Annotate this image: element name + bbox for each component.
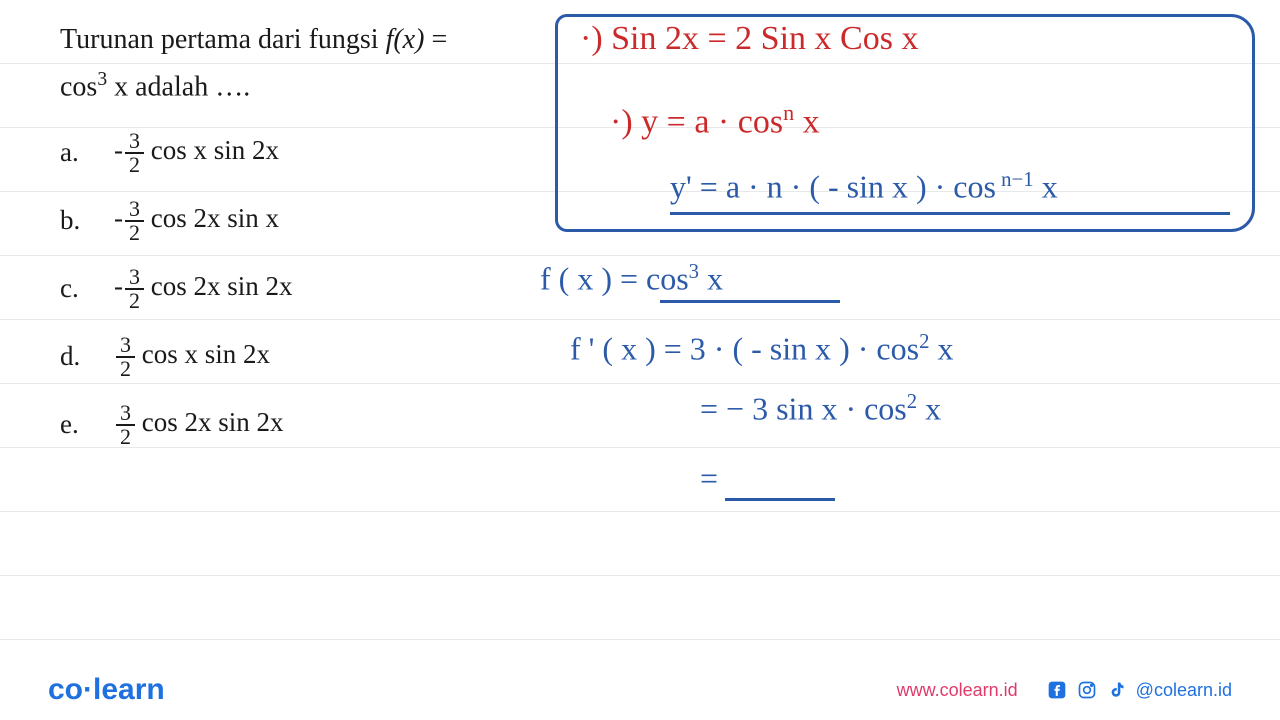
option-letter: b. [60,205,86,236]
option-letter: a. [60,137,86,168]
fx-underline [660,300,840,303]
hw-red-line-2: ·) y = a · cosn x [610,100,820,141]
hw-blue-simplify: = − 3 sin x · cos2 x [700,390,941,428]
option-d: d. 32 cos x sin 2x [60,334,580,380]
tiktok-icon [1106,679,1128,701]
hw-red-line-1: ·) Sin 2x = 2 Sin x Cos x [580,20,918,58]
option-c: c. -32 cos 2x sin 2x [60,266,580,312]
hw-blue-rule: y' = a · n · ( - sin x ) · cos n−1 x [670,168,1058,206]
hw-blue-fprime: f ' ( x ) = 3 · ( - sin x ) · cos2 x [570,330,953,368]
option-letter: d. [60,341,86,372]
eq-underline [725,498,835,501]
question-line2: cos3 x adalah …. [60,69,580,103]
q-text: Turunan pertama dari fungsi [60,24,386,55]
options-list: a. -32 cos x sin 2x b. -32 cos 2x sin x … [60,130,580,448]
question-block: Turunan pertama dari fungsi f(x) = cos3 … [60,20,580,470]
option-letter: e. [60,409,86,440]
footer: co·learn www.colearn.id @colearn.id [0,660,1280,720]
option-b: b. -32 cos 2x sin x [60,198,580,244]
q-eq: = [431,24,447,55]
social-handle: @colearn.id [1136,680,1232,701]
option-letter: c. [60,273,86,304]
hw-blue-eq: = [700,460,718,497]
rule-underline [670,212,1230,215]
brand-logo: co·learn [48,673,165,707]
site-url: www.colearn.id [897,680,1018,701]
option-a: a. -32 cos x sin 2x [60,130,580,176]
instagram-icon [1076,679,1098,701]
facebook-icon [1046,679,1068,701]
option-e: e. 32 cos 2x sin 2x [60,402,580,448]
question-line1: Turunan pertama dari fungsi f(x) = [60,20,580,59]
hw-blue-fx: f ( x ) = cos3 x [540,260,723,298]
q-fx: f(x) [386,24,425,55]
social-links: @colearn.id [1046,679,1232,701]
